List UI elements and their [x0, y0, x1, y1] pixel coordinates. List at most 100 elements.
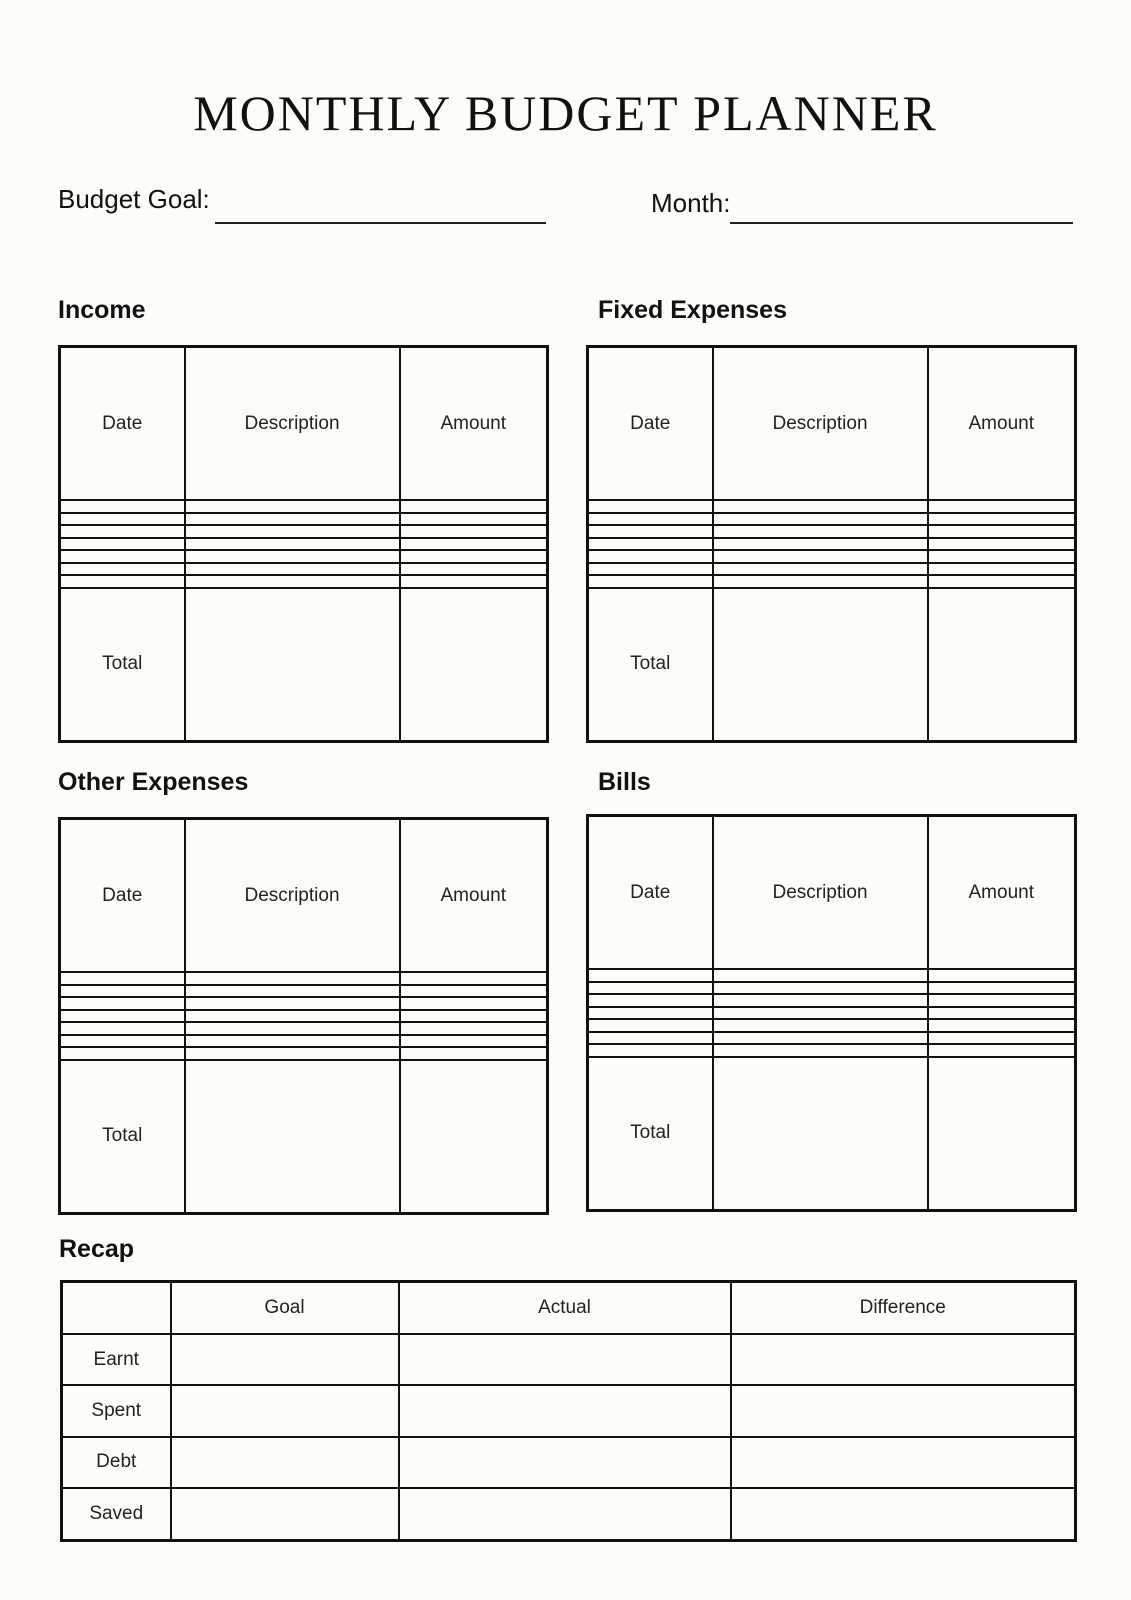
date-cell[interactable]	[586, 561, 714, 577]
total-amount-cell[interactable]	[398, 1058, 549, 1215]
date-cell[interactable]	[58, 561, 186, 577]
amount-cell[interactable]	[398, 1033, 549, 1049]
description-cell[interactable]	[711, 524, 929, 539]
date-cell[interactable]	[586, 499, 714, 514]
description-cell[interactable]	[711, 968, 929, 983]
description-cell[interactable]	[711, 1030, 929, 1046]
description-cell[interactable]	[183, 549, 401, 564]
amount-cell[interactable]	[926, 536, 1077, 552]
date-cell[interactable]	[58, 1033, 186, 1049]
total-amount-cell[interactable]	[926, 1055, 1077, 1212]
amount-cell[interactable]	[398, 1021, 549, 1036]
date-cell[interactable]	[586, 993, 714, 1008]
amount-cell[interactable]	[926, 511, 1077, 527]
amount-cell[interactable]	[926, 993, 1077, 1008]
amount-cell[interactable]	[926, 1005, 1077, 1021]
date-cell[interactable]	[58, 499, 186, 514]
total-description-cell[interactable]	[183, 1058, 401, 1215]
description-cell[interactable]	[183, 1046, 401, 1061]
amount-cell[interactable]	[926, 561, 1077, 577]
description-cell[interactable]	[711, 980, 929, 996]
date-cell[interactable]	[58, 1046, 186, 1061]
actual-cell[interactable]	[397, 1435, 732, 1490]
date-cell[interactable]	[58, 1021, 186, 1036]
description-cell[interactable]	[183, 574, 401, 589]
description-cell[interactable]	[711, 993, 929, 1008]
date-cell[interactable]	[58, 996, 186, 1011]
amount-cell[interactable]	[398, 983, 549, 999]
date-cell[interactable]	[586, 524, 714, 539]
description-cell[interactable]	[183, 1008, 401, 1024]
total-amount-cell[interactable]	[398, 586, 549, 743]
date-cell[interactable]	[58, 1008, 186, 1024]
description-cell[interactable]	[711, 549, 929, 564]
amount-cell[interactable]	[398, 561, 549, 577]
date-cell[interactable]	[58, 511, 186, 527]
budget-goal-field[interactable]	[215, 222, 546, 224]
amount-cell[interactable]	[398, 1046, 549, 1061]
description-cell[interactable]	[711, 1005, 929, 1021]
amount-cell[interactable]	[926, 968, 1077, 983]
goal-cell[interactable]	[169, 1332, 400, 1387]
total-description-cell[interactable]	[711, 1055, 929, 1212]
total-description-cell[interactable]	[183, 586, 401, 743]
description-cell[interactable]	[183, 511, 401, 527]
actual-cell[interactable]	[397, 1487, 732, 1542]
description-cell[interactable]	[183, 499, 401, 514]
amount-cell[interactable]	[926, 1030, 1077, 1046]
description-cell[interactable]	[183, 561, 401, 577]
description-cell[interactable]	[183, 536, 401, 552]
total-description-cell[interactable]	[711, 586, 929, 743]
amount-cell[interactable]	[398, 971, 549, 986]
amount-cell[interactable]	[926, 574, 1077, 589]
description-cell[interactable]	[183, 524, 401, 539]
description-cell[interactable]	[711, 1043, 929, 1058]
date-cell[interactable]	[58, 524, 186, 539]
amount-cell[interactable]	[398, 996, 549, 1011]
amount-cell[interactable]	[926, 980, 1077, 996]
amount-cell[interactable]	[398, 549, 549, 564]
description-cell[interactable]	[711, 511, 929, 527]
date-cell[interactable]	[58, 549, 186, 564]
date-cell[interactable]	[586, 511, 714, 527]
date-cell[interactable]	[58, 971, 186, 986]
amount-cell[interactable]	[926, 499, 1077, 514]
month-field[interactable]	[730, 222, 1073, 224]
date-cell[interactable]	[586, 1030, 714, 1046]
goal-cell[interactable]	[169, 1487, 400, 1542]
date-cell[interactable]	[586, 1043, 714, 1058]
amount-cell[interactable]	[926, 549, 1077, 564]
description-cell[interactable]	[183, 1033, 401, 1049]
description-cell[interactable]	[711, 561, 929, 577]
amount-cell[interactable]	[398, 1008, 549, 1024]
description-cell[interactable]	[183, 971, 401, 986]
difference-cell[interactable]	[729, 1435, 1077, 1490]
description-cell[interactable]	[711, 574, 929, 589]
description-cell[interactable]	[711, 499, 929, 514]
description-cell[interactable]	[183, 996, 401, 1011]
actual-cell[interactable]	[397, 1384, 732, 1438]
difference-cell[interactable]	[729, 1332, 1077, 1387]
difference-cell[interactable]	[729, 1384, 1077, 1438]
description-cell[interactable]	[711, 536, 929, 552]
amount-cell[interactable]	[398, 524, 549, 539]
difference-cell[interactable]	[729, 1487, 1077, 1542]
description-cell[interactable]	[711, 1018, 929, 1033]
goal-cell[interactable]	[169, 1435, 400, 1490]
amount-cell[interactable]	[398, 574, 549, 589]
date-cell[interactable]	[586, 536, 714, 552]
description-cell[interactable]	[183, 983, 401, 999]
amount-cell[interactable]	[926, 524, 1077, 539]
date-cell[interactable]	[586, 1005, 714, 1021]
date-cell[interactable]	[586, 549, 714, 564]
actual-cell[interactable]	[397, 1332, 732, 1387]
amount-cell[interactable]	[398, 511, 549, 527]
date-cell[interactable]	[58, 574, 186, 589]
amount-cell[interactable]	[926, 1018, 1077, 1033]
date-cell[interactable]	[586, 980, 714, 996]
date-cell[interactable]	[586, 574, 714, 589]
date-cell[interactable]	[586, 968, 714, 983]
goal-cell[interactable]	[169, 1384, 400, 1438]
date-cell[interactable]	[586, 1018, 714, 1033]
amount-cell[interactable]	[926, 1043, 1077, 1058]
